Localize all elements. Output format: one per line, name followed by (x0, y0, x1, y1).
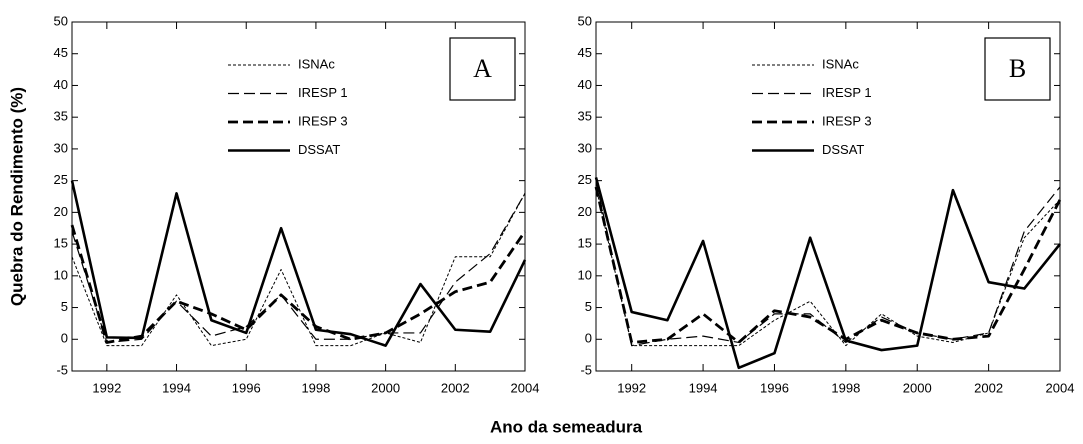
x-tick-label: 1994 (689, 380, 718, 395)
y-tick-label: 50 (54, 13, 68, 28)
series-line (594, 186, 1062, 344)
x-tick-label: 1992 (617, 380, 646, 395)
y-tick-label: 25 (578, 172, 592, 187)
y-tick-label: 45 (578, 45, 592, 60)
x-tick-label: 1994 (162, 380, 191, 395)
x-tick-label: 1996 (760, 380, 789, 395)
y-tick-label: 0 (61, 331, 68, 346)
y-tick-label: 30 (578, 140, 592, 155)
y-tick-label: 35 (578, 109, 592, 124)
y-tick-label: 5 (585, 299, 592, 314)
y-tick-label: 40 (54, 77, 68, 92)
plot-frame (595, 21, 1061, 372)
legend-label: IRESP 1 (822, 85, 872, 100)
panel-label: B (1009, 54, 1026, 83)
panel-label: A (473, 54, 492, 83)
legend-label: ISNAc (298, 56, 335, 71)
y-tick-label: -5 (56, 362, 68, 377)
y-axis-title: Quebra do Rendimento (%) (7, 87, 26, 306)
x-tick-label: 2002 (974, 380, 1003, 395)
y-tick-label: 10 (578, 267, 592, 282)
legend-label: IRESP 3 (298, 113, 348, 128)
y-tick-label: 35 (54, 109, 68, 124)
y-tick-label: 10 (54, 267, 68, 282)
series-line (70, 224, 527, 344)
x-tick-label: 2004 (1046, 380, 1075, 395)
x-tick-label: 2004 (511, 380, 540, 395)
y-tick-label: 50 (578, 13, 592, 28)
series-line (70, 180, 527, 347)
y-tick-label: 0 (585, 331, 592, 346)
series-line (595, 186, 1061, 347)
y-tick-label: 5 (61, 299, 68, 314)
y-tick-label: 25 (54, 172, 68, 187)
x-tick-label: 1996 (232, 380, 261, 395)
series-line (71, 193, 526, 347)
y-tick-label: 40 (578, 77, 592, 92)
legend-label: DSSAT (822, 142, 864, 157)
y-tick-label: 15 (578, 236, 592, 251)
legend-label: ISNAc (822, 56, 859, 71)
y-tick-label: 20 (578, 204, 592, 219)
x-tick-label: 1998 (831, 380, 860, 395)
y-tick-label: 30 (54, 140, 68, 155)
y-tick-label: -5 (580, 362, 592, 377)
legend-label: IRESP 3 (822, 113, 872, 128)
x-tick-label: 1992 (92, 380, 121, 395)
x-tick-label: 2000 (371, 380, 400, 395)
x-tick-label: 2000 (903, 380, 932, 395)
panel-label-box (984, 37, 1051, 101)
y-tick-label: 45 (54, 45, 68, 60)
x-tick-label: 2002 (441, 380, 470, 395)
legend-label: IRESP 1 (298, 85, 348, 100)
series-line (594, 177, 1062, 370)
y-tick-label: 20 (54, 204, 68, 219)
plot-frame (71, 21, 526, 372)
series-line (595, 180, 1061, 347)
x-tick-label: 1998 (301, 380, 330, 395)
series-line (71, 193, 526, 344)
x-axis-title: Ano da semeadura (490, 417, 643, 436)
legend-label: DSSAT (298, 142, 340, 157)
y-tick-label: 15 (54, 236, 68, 251)
panel-label-box (449, 37, 516, 101)
